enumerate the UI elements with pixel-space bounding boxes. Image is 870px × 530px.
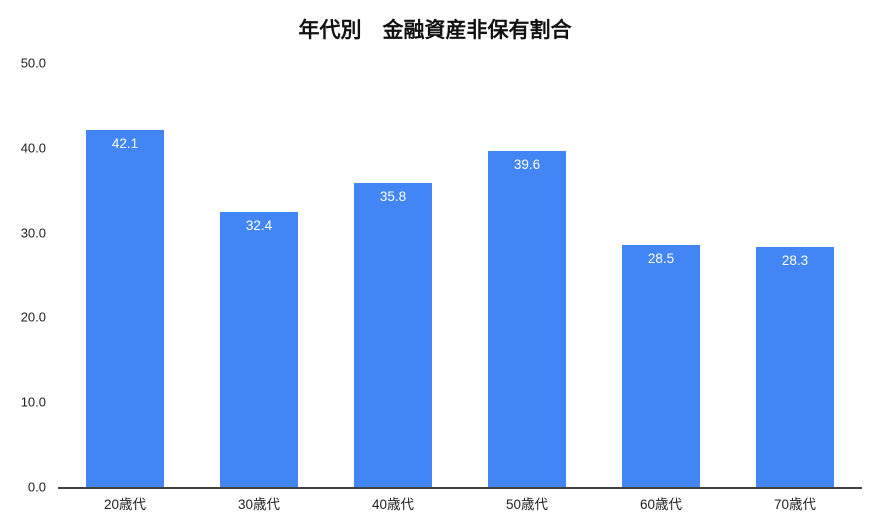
x-axis: 20歳代 30歳代 40歳代 50歳代 60歳代 70歳代 — [58, 493, 862, 513]
y-tick-label: 30.0 — [20, 225, 46, 241]
x-tick-label: 30歳代 — [237, 497, 281, 512]
bar-value-label: 42.1 — [111, 136, 139, 151]
y-tick-label: 50.0 — [20, 55, 46, 71]
y-tick-label: 20.0 — [20, 309, 46, 325]
bar-40歳代: 35.8 — [354, 183, 432, 487]
y-tick-label: 40.0 — [20, 140, 46, 156]
bar-value-label: 35.8 — [379, 189, 407, 205]
y-tick-label: 10.0 — [20, 394, 46, 410]
bar-50歳代: 39.6 — [488, 151, 566, 487]
plot-area: 42.1 32.4 35.8 39.6 28.5 28.3 — [58, 63, 862, 489]
chart-title: 年代別 金融資産非保有割合 — [298, 19, 572, 42]
x-tick-label: 60歳代 — [639, 497, 683, 512]
x-tick-label: 50歳代 — [505, 497, 549, 512]
bar-value-label: 32.4 — [245, 218, 273, 234]
bar-70歳代: 28.3 — [756, 247, 834, 487]
x-tick-label: 70歳代 — [773, 497, 817, 512]
x-tick-label: 20歳代 — [103, 497, 147, 512]
bar-60歳代: 28.5 — [622, 245, 700, 487]
x-tick-label: 40歳代 — [371, 497, 415, 512]
bar-value-label: 28.5 — [647, 251, 675, 267]
y-tick-label: 0.0 — [27, 479, 46, 495]
bar-value-label: 28.3 — [781, 253, 809, 269]
bar-20歳代: 42.1 — [86, 130, 164, 487]
bar-30歳代: 32.4 — [220, 212, 298, 487]
bar-value-label: 39.6 — [513, 157, 541, 173]
y-axis: 0.0 10.0 20.0 30.0 40.0 50.0 — [0, 57, 46, 494]
